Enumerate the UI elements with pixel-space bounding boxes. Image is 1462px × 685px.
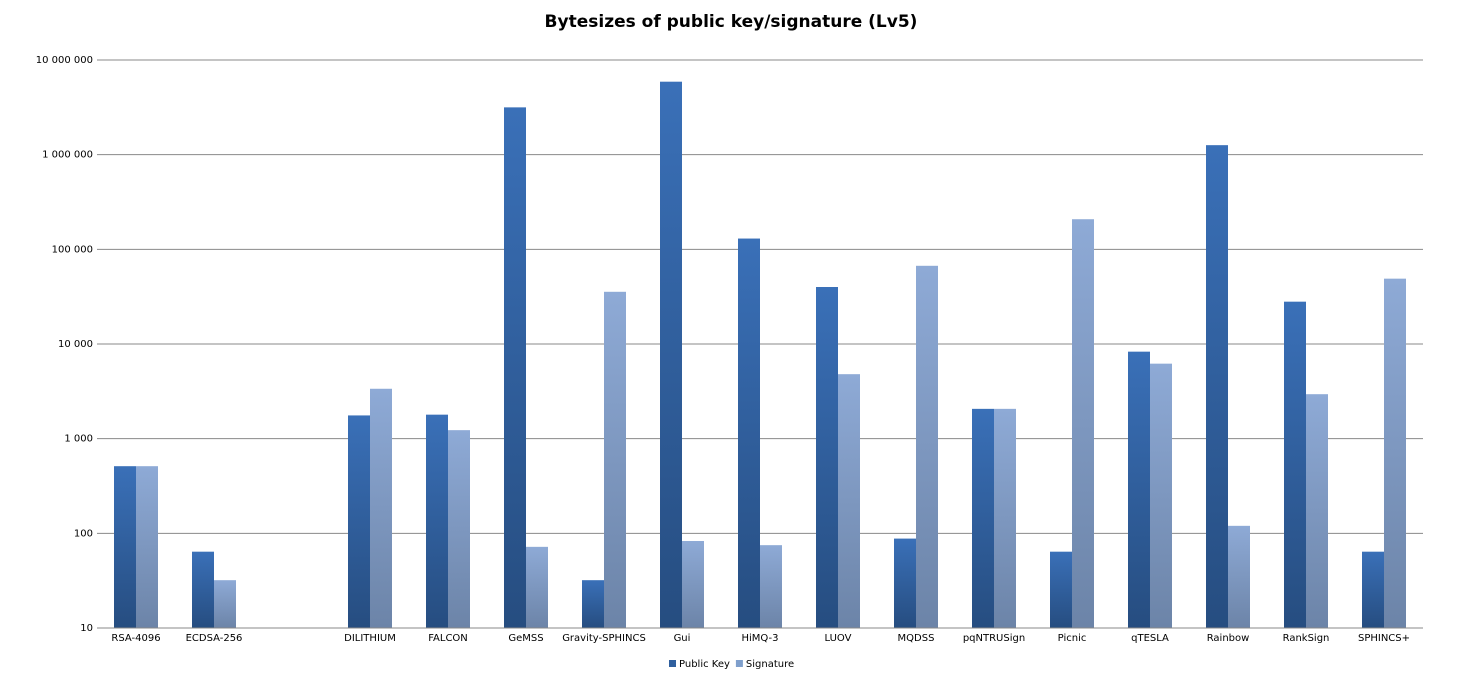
- bar-signature: [1306, 394, 1328, 628]
- x-tick-label: Gui: [674, 633, 691, 644]
- y-tick-label: 10 000: [58, 339, 93, 350]
- x-tick-label: pqNTRUSign: [963, 633, 1025, 644]
- bar-signature: [1228, 525, 1250, 628]
- bar-public-key: [1050, 551, 1072, 628]
- bar-signature: [1072, 219, 1094, 629]
- x-tick-label: Picnic: [1058, 633, 1087, 644]
- bar-signature: [214, 580, 236, 628]
- x-tick-label: LUOV: [825, 633, 852, 644]
- x-tick-label: Gravity-SPHINCS: [562, 633, 646, 644]
- x-axis-ticks: RSA-4096 ECDSA-256 DILITHIUM FALCON GeMSS Gra…: [111, 633, 1410, 644]
- bar-public-key: [816, 287, 838, 628]
- y-tick-label: 100 000: [52, 244, 93, 255]
- legend-label: Signature: [746, 659, 794, 670]
- bar-signature: [526, 546, 548, 628]
- legend-swatch: [669, 660, 676, 667]
- x-tick-label: RankSign: [1283, 633, 1330, 644]
- bar-public-key: [426, 414, 448, 628]
- bar-signature: [1150, 363, 1172, 628]
- bar-public-key: [894, 538, 916, 628]
- bar-signature: [994, 408, 1016, 628]
- y-tick-label: 1 000: [64, 434, 93, 445]
- x-tick-label: ECDSA-256: [186, 633, 243, 644]
- bar-public-key: [348, 415, 370, 628]
- x-tick-label: SPHINCS+: [1358, 633, 1410, 644]
- x-tick-label: HiMQ-3: [741, 633, 778, 644]
- x-tick-label: qTESLA: [1131, 633, 1169, 644]
- bar-signature: [682, 540, 704, 628]
- y-tick-label: 10 000 000: [36, 55, 93, 66]
- x-tick-label: Rainbow: [1207, 633, 1250, 644]
- legend: Public Key Signature: [669, 659, 794, 670]
- bar-public-key: [1362, 551, 1384, 628]
- x-tick-label: DILITHIUM: [344, 633, 396, 644]
- bar-signature: [136, 466, 158, 628]
- bar-signature: [604, 291, 626, 628]
- chart-title: Bytesizes of public key/signature (Lv5): [545, 12, 918, 32]
- bar-public-key: [504, 107, 526, 628]
- bar-public-key: [114, 466, 136, 628]
- x-tick-label: FALCON: [428, 633, 468, 644]
- bar-signature: [916, 265, 938, 628]
- bar-signature: [838, 374, 860, 628]
- y-tick-label: 1 000 000: [42, 150, 93, 161]
- y-tick-label: 100: [74, 528, 93, 539]
- x-tick-label: MQDSS: [898, 633, 935, 644]
- bar-public-key: [1284, 301, 1306, 628]
- legend-label: Public Key: [679, 659, 730, 670]
- x-tick-label: GeMSS: [508, 633, 543, 644]
- bar-public-key: [582, 580, 604, 628]
- legend-swatch: [735, 660, 743, 667]
- x-tick-label: RSA-4096: [111, 633, 160, 644]
- bar-public-key: [660, 81, 682, 628]
- bar-public-key: [972, 408, 994, 628]
- bar-public-key: [1206, 145, 1228, 628]
- bar-signature: [760, 545, 782, 628]
- bar-public-key: [738, 238, 760, 628]
- y-tick-label: 10: [80, 623, 93, 634]
- bar-signature: [370, 388, 392, 628]
- bar-public-key: [192, 551, 214, 628]
- bar-public-key: [1128, 351, 1150, 628]
- bars: [114, 81, 1406, 629]
- bar-signature: [448, 430, 470, 628]
- bar-signature: [1384, 278, 1406, 628]
- y-axis-ticks: 10 100 1 000 10 000 100 000 1 000 000 10 000 0…: [36, 55, 93, 634]
